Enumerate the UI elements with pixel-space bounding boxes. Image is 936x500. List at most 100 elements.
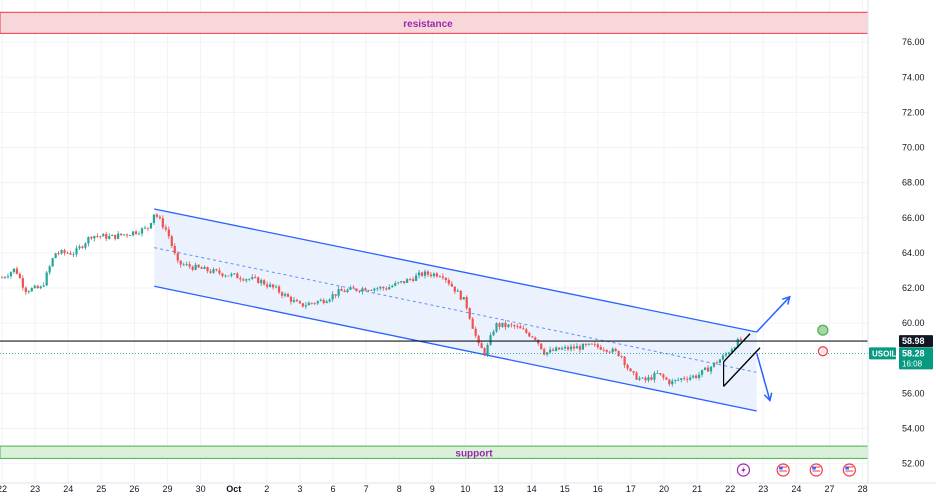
price-tick-label: 68.00 (902, 178, 925, 188)
candle-body (331, 294, 334, 300)
candle (90, 235, 93, 241)
wedge-upper-line[interactable] (723, 333, 751, 363)
candle (334, 294, 337, 299)
us-flag-icon[interactable] (809, 463, 823, 477)
candle (254, 274, 257, 279)
support-label: support (455, 448, 493, 459)
time-tick-label: 25 (96, 484, 106, 494)
candle (75, 245, 78, 258)
time-tick-label: 13 (493, 484, 503, 494)
candle (703, 367, 707, 371)
candle-body (706, 367, 710, 372)
candle-body (557, 347, 561, 350)
candle-body (495, 323, 498, 332)
candle (331, 291, 334, 303)
candle-body (718, 359, 722, 364)
candle (343, 288, 346, 293)
candle-body (575, 346, 579, 349)
candle-body (6, 276, 10, 278)
candle-body (170, 236, 173, 247)
candle (248, 278, 251, 282)
price-tick-label: 62.00 (902, 283, 925, 293)
candle (87, 236, 90, 247)
candle-body (733, 347, 736, 350)
candle-body (185, 264, 188, 265)
candle-body (680, 378, 683, 380)
arrow-up-projection[interactable] (756, 295, 791, 333)
countdown-label: 16:08 (902, 359, 923, 368)
candle (376, 286, 379, 292)
candle (42, 282, 45, 288)
channel-lower-line[interactable] (154, 285, 757, 412)
candle (674, 379, 677, 384)
candle (349, 285, 352, 291)
candle-body (0, 277, 4, 279)
candle-body (712, 362, 716, 367)
candle (709, 365, 713, 375)
us-flag-icon[interactable] (776, 463, 790, 477)
candle (671, 378, 674, 387)
candle-body (66, 252, 69, 254)
arrow-down-projection[interactable] (755, 352, 773, 402)
candle-body (242, 279, 245, 281)
channel-upper-line[interactable] (154, 208, 757, 333)
candle-body (18, 273, 21, 279)
green-target-circle[interactable] (817, 324, 829, 336)
candle (495, 322, 498, 333)
candle (126, 233, 129, 238)
candle (358, 290, 361, 294)
candle-body (656, 373, 659, 374)
wedge-lower-line[interactable] (723, 347, 761, 387)
candle (233, 273, 236, 276)
candle (120, 233, 123, 236)
candle (391, 284, 394, 288)
candle (15, 266, 18, 275)
candle-body (528, 332, 531, 337)
candle-body (721, 355, 725, 360)
candle-body (48, 266, 51, 273)
candle (498, 322, 501, 330)
time-tick-label: 24 (63, 484, 73, 494)
candle-body (468, 308, 471, 319)
candle-body (99, 236, 102, 237)
candle-body (12, 268, 16, 273)
candle-body (489, 335, 492, 345)
candle-body (277, 286, 281, 293)
candle (519, 324, 522, 329)
time-tick-label: 9 (430, 484, 435, 494)
candle-body (224, 275, 227, 277)
candle (191, 265, 194, 272)
candle-body (477, 335, 480, 344)
time-tick-label: 23 (30, 484, 40, 494)
red-stop-circle[interactable] (817, 346, 828, 357)
us-flag-icon[interactable] (842, 463, 856, 477)
candle-body (379, 286, 382, 289)
candle-body (343, 290, 346, 293)
candle (444, 277, 447, 284)
candle-body (394, 283, 397, 286)
candle-body (480, 343, 483, 349)
candle-body (221, 273, 224, 277)
candle (123, 234, 126, 237)
candle-body (114, 234, 117, 239)
candle-body (501, 322, 504, 327)
candle-body (519, 326, 522, 329)
candle-body (209, 271, 212, 273)
candle (528, 331, 531, 338)
candle-body (554, 347, 558, 351)
candle (111, 234, 114, 237)
candle (677, 377, 680, 382)
candle (48, 265, 51, 275)
candle (206, 266, 209, 274)
candle-body (316, 301, 319, 304)
candle (394, 280, 397, 287)
candle (161, 215, 164, 230)
candle-body (161, 218, 164, 228)
flag-stripe (812, 468, 821, 470)
candle (465, 295, 468, 311)
lightning-icon[interactable] (736, 463, 751, 477)
candle-body (641, 377, 644, 379)
candle (689, 374, 692, 381)
